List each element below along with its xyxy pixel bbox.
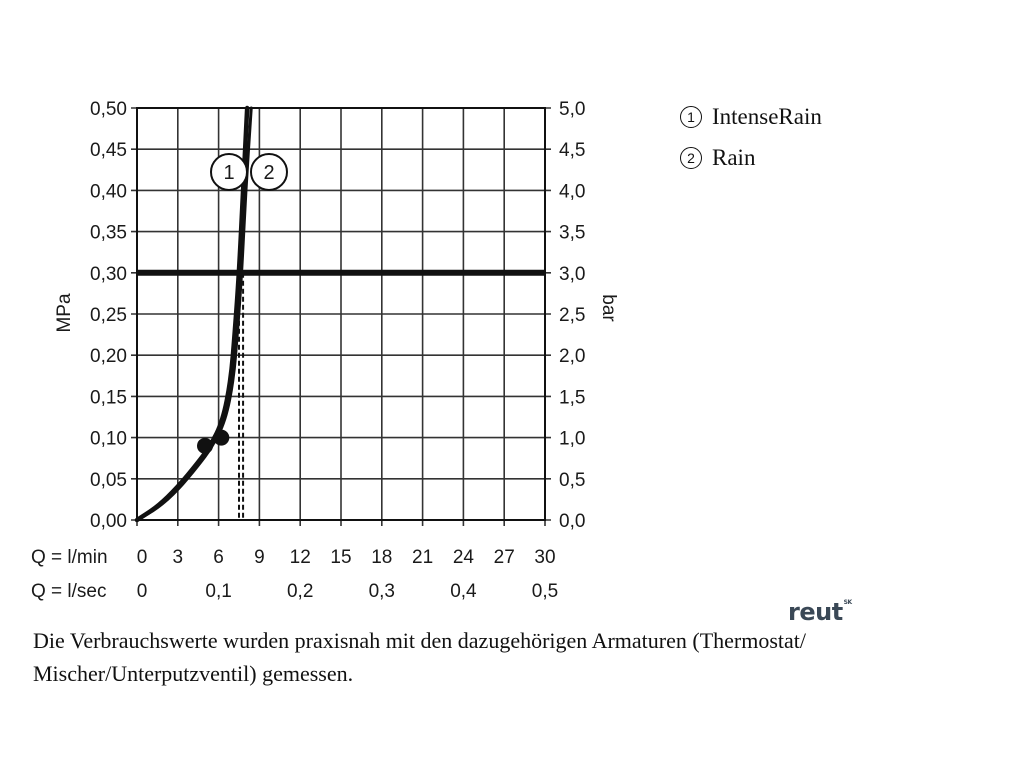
y-right-tick-label: 2,0	[559, 346, 585, 367]
brand-logo-superscript: SK	[843, 599, 852, 606]
curve-number-circle-2	[250, 153, 288, 191]
chart-curves	[134, 105, 545, 523]
x-tick-label: 6	[213, 547, 224, 568]
brand-logo-text: reut	[788, 598, 843, 626]
brand-logo: reutSK	[788, 598, 852, 626]
x-tick-label: 0,5	[532, 581, 558, 602]
y-left-tick-label: 0,20	[90, 346, 127, 367]
y-right-tick-label: 0,5	[559, 470, 585, 491]
x-tick-label: 27	[494, 547, 515, 568]
chart-grid	[131, 107, 551, 526]
y-left-tick-label: 0,25	[90, 305, 127, 326]
y-right-tick-label: 4,5	[559, 140, 585, 161]
y-axis-right-title: bar	[598, 294, 619, 322]
x-tick-label: 30	[534, 547, 555, 568]
y-right-tick-label: 1,0	[559, 429, 585, 450]
x-tick-label: 12	[290, 547, 311, 568]
y-left-tick-label: 0,50	[90, 99, 127, 120]
y-left-tick-label: 0,45	[90, 140, 127, 161]
curve-number-circle-1	[210, 153, 248, 191]
x-tick-label: 18	[371, 547, 392, 568]
series-curve-1	[134, 105, 250, 523]
flow-pressure-chart: 0,000,050,100,150,200,250,300,350,400,45…	[31, 99, 619, 602]
x-tick-label: 0	[137, 547, 148, 568]
x-tick-label: 3	[173, 547, 184, 568]
y-right-tick-label: 1,5	[559, 387, 585, 408]
x-row-label: Q = l/min	[31, 547, 108, 568]
legend-label-rain: Rain	[712, 145, 756, 170]
x-row-label: Q = l/sec	[31, 581, 107, 602]
y-left-tick-label: 0,30	[90, 264, 127, 285]
y-right-tick-label: 3,0	[559, 264, 585, 285]
x-tick-label: 0,2	[287, 581, 313, 602]
x-tick-label: 21	[412, 547, 433, 568]
legend-item-intenserain: 1 IntenseRain	[680, 104, 822, 130]
y-axis-left-title: MPa	[54, 293, 75, 333]
legend-symbol-1: 1	[680, 106, 702, 128]
y-axis-left-ticks: 0,00 0,05 0,10 0,15 0,20 0,25 0,30 0,35 0,40 0,45…	[90, 99, 127, 532]
y-left-tick-label: 0,15	[90, 387, 127, 408]
y-left-tick-label: 0,40	[90, 181, 127, 202]
y-right-tick-label: 0,0	[559, 511, 585, 532]
plot-frame	[136, 107, 546, 521]
y-right-tick-label: 2,5	[559, 305, 585, 326]
x-tick-label: 0,4	[450, 581, 477, 602]
curve-number-1: 1	[223, 162, 234, 184]
legend-item-rain: 2 Rain	[680, 145, 755, 171]
x-tick-label: 0,3	[369, 581, 395, 602]
footnote-text: Die Verbrauchswerte wurden praxisnah mit…	[33, 628, 806, 686]
y-right-tick-label: 3,5	[559, 223, 585, 244]
y-left-tick-label: 0,35	[90, 223, 127, 244]
y-right-tick-label: 5,0	[559, 99, 585, 120]
legend-label-intenserain: IntenseRain	[712, 104, 822, 129]
legend-symbol-2: 2	[680, 147, 702, 169]
x-axis-rows: Q = l/min 0 3 6 9 12 15 18 21 24 27 30 Q = l/sec 0 0,1…	[31, 547, 558, 602]
series-point-2	[213, 429, 230, 446]
y-left-tick-label: 0,00	[90, 511, 127, 532]
x-tick-label: 0	[137, 581, 148, 602]
x-tick-label: 24	[453, 547, 475, 568]
x-tick-label: 15	[330, 547, 351, 568]
y-right-tick-label: 4,0	[559, 181, 585, 202]
y-axis-right-ticks: 0,0 0,5 1,0 1,5 2,0 2,5 3,0 3,5 4,0 4,5 5,0	[559, 99, 585, 532]
curve-number-2: 2	[263, 162, 274, 184]
x-tick-label: 9	[254, 547, 265, 568]
y-left-tick-label: 0,05	[90, 470, 127, 491]
x-tick-label: 0,1	[205, 581, 231, 602]
y-left-tick-label: 0,10	[90, 429, 127, 450]
